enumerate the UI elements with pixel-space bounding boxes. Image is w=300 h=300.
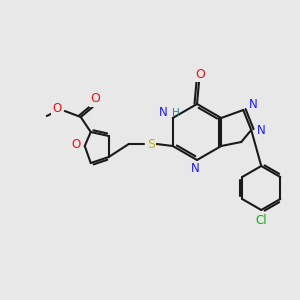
Text: N: N	[249, 98, 258, 112]
Text: N: N	[190, 163, 200, 176]
Text: O: O	[52, 103, 62, 116]
Text: S: S	[147, 137, 155, 151]
Text: O: O	[90, 92, 100, 106]
Text: Cl: Cl	[255, 214, 267, 226]
Text: N: N	[158, 106, 167, 119]
Text: H: H	[172, 108, 179, 118]
Text: N: N	[257, 124, 266, 136]
Text: O: O	[71, 137, 80, 151]
Text: O: O	[195, 68, 205, 80]
